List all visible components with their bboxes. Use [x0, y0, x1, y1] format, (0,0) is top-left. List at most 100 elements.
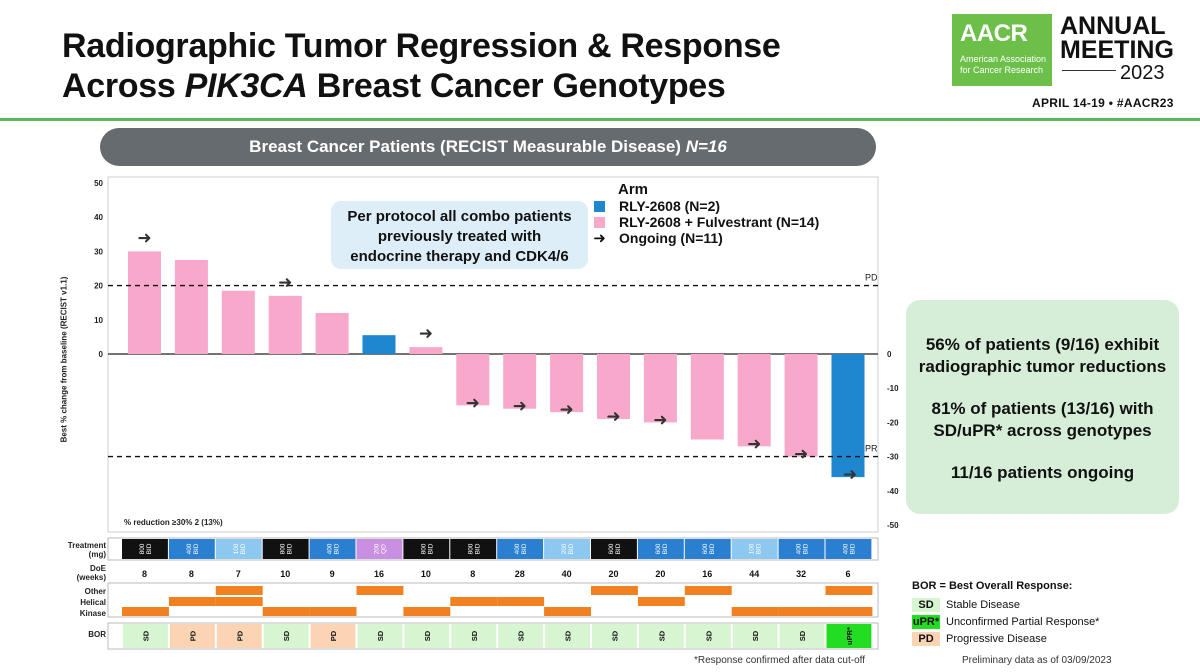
bor-code-sd: SD — [912, 598, 940, 612]
doe-value: 32 — [796, 569, 806, 579]
legend-item-mono: RLY-2608 (N=2) — [592, 198, 819, 214]
genotype-cell — [215, 586, 263, 595]
summary-2a: 81% of patients (13/16) with — [931, 399, 1154, 418]
bor-value: SD — [657, 630, 666, 641]
bor-value: SD — [470, 630, 479, 641]
treatment-cell — [309, 539, 356, 559]
genotype-cell — [168, 597, 216, 606]
doe-value: 28 — [515, 569, 525, 579]
bor-value: uPR* — [845, 627, 854, 645]
genotype-cell — [309, 607, 357, 616]
treatment-cell — [825, 539, 872, 559]
bor-value: PD — [329, 630, 338, 641]
bor-value: SD — [564, 630, 573, 641]
right-tick-label: -30 — [887, 453, 899, 462]
legend-item-ongoing: ➜ Ongoing (N=11) — [592, 230, 819, 247]
bar — [597, 354, 630, 419]
bar — [315, 312, 349, 354]
bor-cell — [310, 624, 356, 648]
left-tick-label: 0 — [99, 350, 104, 359]
treatment-cell — [497, 539, 544, 559]
logo-subtitle: American Association for Cancer Research — [960, 54, 1046, 76]
bar — [737, 354, 771, 447]
arrow-right-icon: ➜ — [843, 465, 857, 485]
bar — [784, 354, 818, 457]
doe-label: DoE — [90, 564, 106, 573]
arrow-right-icon: ➜ — [747, 434, 761, 454]
bor-cell — [498, 624, 544, 648]
bor-value: SD — [751, 630, 760, 641]
bor-value: SD — [610, 630, 619, 641]
legend-header: Arm — [618, 180, 649, 198]
bar — [550, 354, 584, 413]
bor-cell — [826, 624, 872, 648]
bor-legend: BOR = Best Overall Response: SD Stable Di… — [912, 580, 1099, 649]
genotype-cell — [637, 597, 685, 606]
bor-cell — [732, 624, 778, 648]
arrow-right-icon: ➜ — [419, 324, 433, 344]
combo-swatch-icon — [594, 216, 605, 228]
bor-text-upr: Unconfirmed Partial Response* — [946, 616, 1100, 628]
doe-value: 20 — [608, 569, 618, 579]
bor-cell — [451, 624, 497, 648]
logo-sub-2: for Cancer Research — [960, 65, 1044, 75]
genotype-kinase-label: Kinase — [79, 609, 106, 618]
callout-line-2: previously treated with — [377, 228, 542, 245]
arrow-right-icon: ➜ — [278, 273, 292, 293]
summary-1b: radiographic tumor reductions — [918, 357, 1167, 376]
treatment-dose: 200QD — [373, 543, 387, 554]
bor-cell — [169, 624, 215, 648]
bor-cell — [123, 624, 168, 648]
logo-text: AACR — [960, 20, 1028, 47]
bor-value: PD — [188, 630, 197, 641]
treatment-cell — [215, 539, 262, 559]
doe-value: 7 — [236, 569, 241, 579]
doe-value: 16 — [702, 569, 712, 579]
banner-n: N=16 — [685, 137, 727, 156]
meeting-line-1: ANNUAL — [1060, 12, 1166, 40]
bor-cell — [545, 624, 590, 648]
doe-value: 20 — [655, 569, 665, 579]
doe-value: 9 — [330, 569, 335, 579]
threshold-label: PR — [865, 444, 878, 454]
treatment-label: Treatment — [67, 541, 106, 550]
arrow-right-icon: ➜ — [513, 397, 527, 417]
treatment-dose: 400BID — [327, 543, 341, 554]
genotype-cell — [591, 586, 638, 595]
genotype-other-label: Other — [84, 587, 106, 596]
bor-text-pd: Progressive Disease — [946, 633, 1047, 645]
partial-note: % reduction ≥30% 2 (13%) — [124, 518, 223, 527]
bor-cell — [592, 624, 637, 648]
right-tick-label: -10 — [887, 384, 899, 393]
treatment-cell — [544, 539, 590, 559]
left-tick-label: 20 — [94, 282, 103, 291]
genotype-cell — [684, 586, 732, 595]
genotype-row-frame — [107, 582, 879, 618]
doe-unit: (weeks) — [76, 573, 106, 582]
arrow-right-icon: ➜ — [653, 410, 667, 430]
bor-cell — [685, 624, 731, 648]
bar — [362, 335, 396, 354]
banner-text: Breast Cancer Patients (RECIST Measurabl… — [249, 137, 686, 156]
year-rule — [1062, 70, 1116, 71]
meeting-line-2: MEETING — [1060, 36, 1174, 64]
doe-value: 40 — [562, 569, 572, 579]
right-tick-label: 0 — [887, 350, 892, 359]
summary-2b: SD/uPR* across genotypes — [933, 421, 1152, 440]
header-divider — [0, 118, 1200, 121]
legend-mono-label: RLY-2608 (N=2) — [619, 198, 721, 214]
treatment-dose: 400BID — [514, 543, 528, 554]
doe-value: 44 — [749, 569, 759, 579]
bar — [456, 354, 490, 406]
bor-value: SD — [282, 630, 291, 641]
mono-swatch-icon — [594, 200, 605, 212]
doe-value: 8 — [470, 569, 475, 579]
title-line-1: Radiographic Tumor Regression & Response — [62, 27, 781, 65]
treatment-cell — [168, 539, 215, 559]
title-line-2-post: Breast Cancer Genotypes — [307, 67, 726, 105]
slide-title: Radiographic Tumor Regression & Response… — [62, 26, 781, 106]
bar — [409, 347, 443, 354]
right-tick-label: -20 — [887, 418, 899, 427]
bor-value: SD — [517, 630, 526, 641]
